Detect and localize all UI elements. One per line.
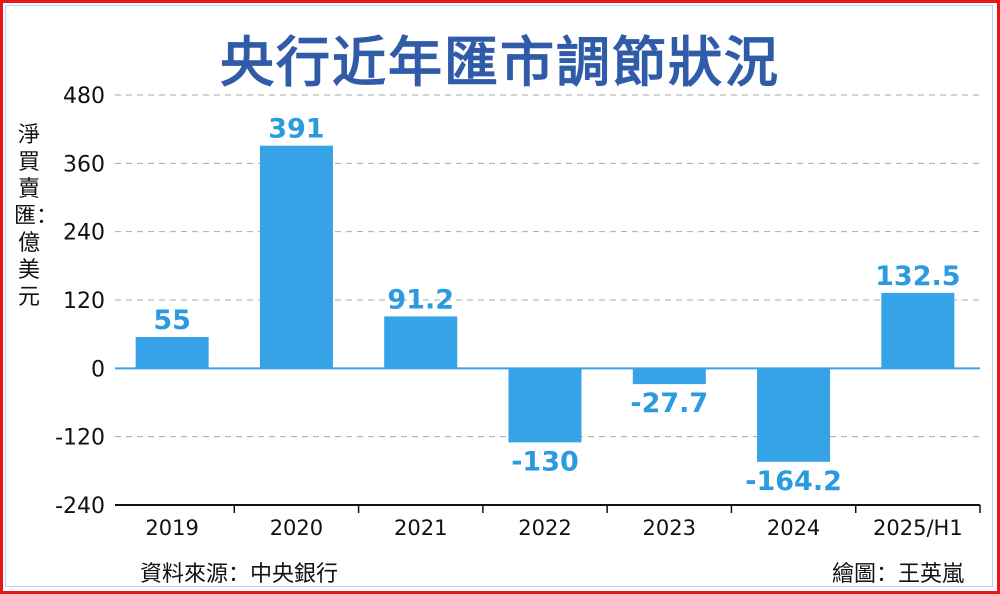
data-label: -164.2 xyxy=(745,466,842,497)
bar-2024 xyxy=(757,368,831,462)
bar-2025/H1 xyxy=(881,292,955,369)
x-tick-label: 2023 xyxy=(643,516,696,540)
data-label: 55 xyxy=(153,305,191,336)
data-label: -130 xyxy=(511,446,579,477)
bar-2020 xyxy=(259,145,333,369)
y-tick-label: -120 xyxy=(55,426,105,451)
y-tick-label: -240 xyxy=(55,494,105,519)
data-label: 391 xyxy=(268,114,324,145)
x-tick-label: 2019 xyxy=(145,516,198,540)
x-tick-label: 2025/H1 xyxy=(873,516,963,540)
x-tick-label: 2024 xyxy=(767,516,820,540)
data-label: 91.2 xyxy=(387,284,454,315)
y-tick-label: 120 xyxy=(63,289,105,314)
y-tick-label: 240 xyxy=(63,221,105,246)
data-label: -27.7 xyxy=(630,388,708,419)
credit-note: 繪圖：王英嵐 xyxy=(831,562,964,587)
bar-2021 xyxy=(384,316,458,369)
y-tick-label: 480 xyxy=(63,84,105,109)
inner-border xyxy=(5,5,993,587)
source-note: 資料來源：中央銀行 xyxy=(140,562,339,587)
data-label: 132.5 xyxy=(875,261,960,292)
x-tick-label: 2021 xyxy=(394,516,447,540)
y-tick-label: 360 xyxy=(63,152,105,177)
chart-title: 央行近年匯市調節狀況 xyxy=(220,31,780,94)
y-tick-label: 0 xyxy=(91,357,105,382)
bar-2019 xyxy=(135,337,209,369)
bar-2023 xyxy=(632,368,706,385)
x-tick-label: 2020 xyxy=(270,516,323,540)
bar-2022 xyxy=(508,368,582,443)
x-tick-label: 2022 xyxy=(518,516,571,540)
